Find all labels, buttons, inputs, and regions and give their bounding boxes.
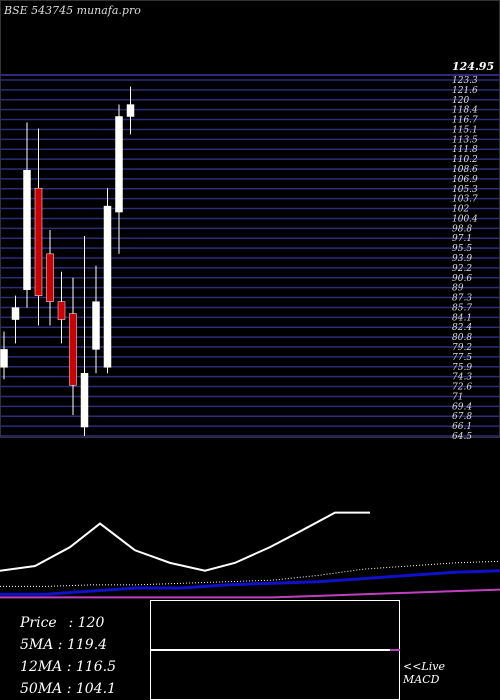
axis-tick-label: 123.3 bbox=[452, 76, 478, 86]
stats-panel: Price : 120 5MA : 119.4 12MA : 116.5 50M… bbox=[20, 612, 116, 700]
ma50-value: 104.1 bbox=[75, 681, 116, 697]
candlesticks bbox=[0, 86, 135, 436]
ma5-row: 5MA : 119.4 bbox=[20, 634, 116, 656]
axis-tick-label: 108.6 bbox=[452, 165, 478, 175]
axis-tick-label: 93.9 bbox=[452, 254, 472, 264]
ma5-value: 119.4 bbox=[66, 637, 108, 653]
ma50-row: 50MA : 104.1 bbox=[20, 678, 116, 700]
axis-tick-label: 77.5 bbox=[452, 353, 472, 363]
axis-tick-label: 100.4 bbox=[452, 214, 478, 224]
axis-tick-label: 110.2 bbox=[452, 155, 478, 165]
axis-tick-label: 95.5 bbox=[452, 244, 472, 254]
macd-panel bbox=[150, 600, 400, 700]
ma5-label: 5MA bbox=[20, 637, 54, 653]
axis-tick-label: 115.1 bbox=[452, 125, 478, 135]
axis-tick-label: 116.7 bbox=[452, 116, 478, 126]
ma12-row: 12MA : 116.5 bbox=[20, 656, 116, 678]
candle-bear bbox=[34, 187, 43, 296]
candle-bear bbox=[46, 253, 54, 302]
candle-bull bbox=[23, 170, 31, 290]
ma12-label: 12MA bbox=[20, 659, 63, 675]
axis-tick-label: 64.5 bbox=[452, 432, 472, 442]
price-label: Price bbox=[20, 615, 57, 631]
macd-label: <<Live MACD bbox=[403, 660, 445, 686]
candle-bear bbox=[57, 301, 66, 320]
candle-bull bbox=[115, 116, 123, 213]
axis-tick-label: 89 bbox=[452, 284, 464, 294]
axis-tick-label: 97.1 bbox=[452, 234, 472, 244]
macd-title: MACD bbox=[403, 673, 440, 686]
ma12-value: 116.5 bbox=[75, 659, 116, 675]
axis-tick-label: 80.8 bbox=[452, 333, 472, 343]
macd-live-label: <<Live bbox=[403, 660, 445, 673]
ma-line-price bbox=[0, 511, 370, 572]
axis-tick-label: 67.8 bbox=[452, 412, 472, 422]
axis-tick-label: 103.7 bbox=[452, 195, 478, 205]
axis-tick-label: 82.4 bbox=[452, 323, 472, 333]
axis-tick-label: 92.2 bbox=[452, 264, 472, 274]
axis-tick-label: 72.6 bbox=[452, 383, 472, 393]
ma-line-pink bbox=[0, 588, 500, 599]
candle-bull bbox=[0, 349, 8, 368]
axis-tick-label: 87.3 bbox=[452, 294, 472, 304]
ma50-label: 50MA bbox=[20, 681, 63, 697]
moving-average-panel bbox=[0, 511, 500, 599]
candle-bull bbox=[11, 307, 20, 320]
axis-tick-label: 90.6 bbox=[452, 274, 472, 284]
axis-tick-label: 111.8 bbox=[452, 145, 478, 155]
axis-tick-label: 105.3 bbox=[452, 185, 478, 195]
candle-bull bbox=[126, 104, 135, 117]
candle-bull bbox=[80, 373, 89, 428]
price-panel: 123.3121.6120118.4116.7115.1113.5111.811… bbox=[0, 0, 500, 442]
candle-bull bbox=[103, 205, 112, 368]
axis-tick-label: 85.7 bbox=[452, 303, 472, 313]
ma-lines bbox=[0, 511, 500, 599]
axis-tick-label: 75.9 bbox=[452, 363, 472, 373]
axis-tick-label: 71 bbox=[452, 392, 463, 402]
axis-tick-label: 121.6 bbox=[452, 86, 478, 96]
axis-tick-label: 66.1 bbox=[452, 422, 472, 432]
price-axis-labels: 123.3121.6120118.4116.7115.1113.5111.811… bbox=[452, 76, 478, 442]
axis-tick-label: 79.2 bbox=[452, 343, 472, 353]
last-price-label: 124.95 bbox=[452, 60, 494, 73]
ma-line-blue bbox=[0, 569, 500, 596]
price-row: Price : 120 bbox=[20, 612, 116, 634]
ma-line-dotted bbox=[0, 560, 500, 587]
axis-tick-label: 69.4 bbox=[452, 402, 472, 412]
axis-tick-label: 74.3 bbox=[452, 373, 472, 383]
candle-bull bbox=[92, 301, 100, 350]
axis-tick-label: 113.5 bbox=[452, 135, 478, 145]
price-grid bbox=[0, 74, 500, 437]
axis-tick-label: 120 bbox=[452, 96, 469, 106]
axis-tick-label: 102 bbox=[452, 205, 469, 215]
candle-bear bbox=[69, 313, 77, 386]
site-title: BSE 543745 munafa.pro bbox=[4, 4, 141, 17]
axis-tick-label: 106.9 bbox=[452, 175, 478, 185]
axis-tick-label: 84.1 bbox=[452, 313, 472, 323]
axis-tick-label: 98.8 bbox=[452, 224, 472, 234]
price-value: 120 bbox=[77, 615, 105, 631]
axis-tick-label: 118.4 bbox=[452, 106, 478, 116]
